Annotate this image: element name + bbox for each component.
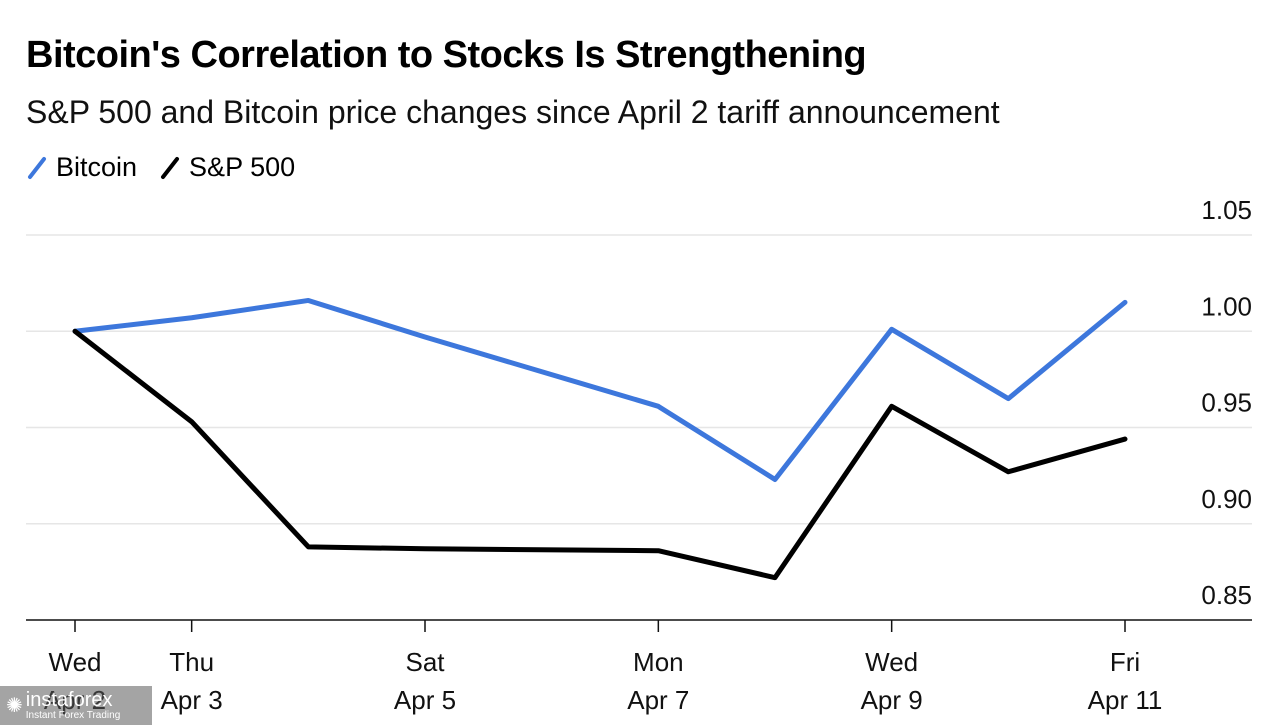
legend-item-sp500: S&P 500 [159, 152, 295, 183]
legend-item-bitcoin: Bitcoin [26, 152, 137, 183]
y-tick-label: 0.95 [1201, 388, 1252, 418]
x-tick-day: Sat [405, 647, 445, 677]
watermark-tagline: Instant Forex Trading [25, 710, 121, 721]
y-tick-label: 1.05 [1201, 195, 1252, 225]
watermark-name: instaforex [25, 689, 113, 711]
chart-subtitle: S&P 500 and Bitcoin price changes since … [26, 94, 1000, 130]
x-tick-day: Wed [49, 647, 102, 677]
x-tick-date: Apr 11 [1088, 685, 1163, 715]
x-tick-day: Thu [169, 647, 214, 677]
x-tick-date: Apr 3 [161, 685, 223, 715]
y-tick-label: 0.90 [1201, 484, 1252, 514]
x-tick-day: Wed [865, 647, 918, 677]
gridlines [26, 234, 1252, 525]
x-tick-date: Apr 5 [394, 685, 456, 715]
legend-swatch-sp500 [161, 156, 180, 179]
y-axis-ticks: 1.05 1.00 0.95 0.90 0.85 [1201, 195, 1252, 610]
legend-label-sp500: S&P 500 [189, 152, 296, 182]
y-tick-label: 0.85 [1201, 580, 1252, 610]
legend-swatch-bitcoin [28, 156, 46, 179]
series-line-sp500 [72, 328, 1128, 581]
watermark: ✺ instaforex Instant Forex Trading [0, 686, 152, 725]
series-line-bitcoin [72, 297, 1128, 482]
instaforex-logo-icon: ✺ [6, 695, 23, 717]
x-tick-date: Apr 7 [627, 685, 689, 715]
legend: Bitcoin S&P 500 [26, 152, 317, 183]
chart-title: Bitcoin's Correlation to Stocks Is Stren… [26, 34, 867, 76]
legend-label-bitcoin: Bitcoin [56, 152, 138, 182]
x-tick-day: Mon [633, 647, 684, 677]
y-tick-label: 1.00 [1201, 291, 1252, 321]
x-tick-day: Fri [1110, 647, 1140, 677]
series-lines [72, 297, 1128, 581]
x-tick-date: Apr 9 [861, 685, 923, 715]
